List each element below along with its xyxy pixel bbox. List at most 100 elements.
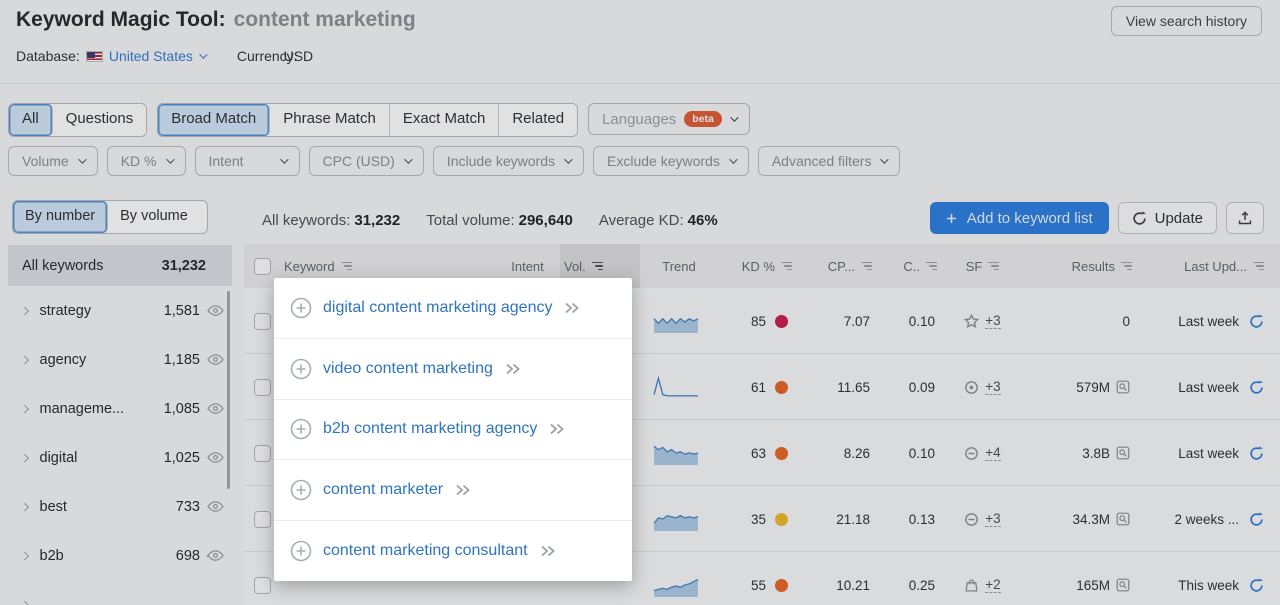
suggested-keyword-row[interactable]: digital content marketing agency — [274, 278, 632, 339]
suggested-keyword-row[interactable]: content marketer — [274, 460, 632, 522]
column-competition[interactable]: C.. — [880, 244, 945, 288]
keyword-group-list: All keywords 31,232 strategy 1,581 agenc… — [8, 245, 232, 605]
tab-broad-match[interactable]: Broad Match — [158, 104, 271, 136]
row-checkbox[interactable] — [253, 576, 271, 594]
column-cpc[interactable]: CP... — [800, 244, 880, 288]
keyword-link[interactable]: content marketer — [323, 481, 444, 499]
export-button[interactable] — [1226, 202, 1264, 234]
languages-dropdown[interactable]: Languages beta — [588, 103, 750, 135]
competition-cell: 0.10 — [908, 445, 935, 461]
refresh-icon[interactable] — [1249, 511, 1264, 527]
add-to-keyword-list-button[interactable]: Add to keyword list — [929, 202, 1109, 234]
sidebar-item-all-keywords[interactable]: All keywords 31,232 — [8, 245, 232, 286]
refresh-icon[interactable] — [1249, 577, 1264, 593]
toggle-by-volume[interactable]: By volume — [108, 201, 200, 233]
serp-icon[interactable] — [1116, 512, 1130, 526]
sf-count-link[interactable]: +3 — [985, 313, 1001, 329]
chevron-right-icon[interactable] — [20, 502, 29, 511]
keyword-link[interactable]: video content marketing — [323, 359, 493, 377]
row-checkbox[interactable] — [253, 444, 271, 462]
tab-all[interactable]: All — [9, 104, 53, 136]
eye-icon[interactable] — [207, 304, 224, 317]
row-checkbox[interactable] — [253, 378, 271, 396]
eye-icon[interactable] — [207, 353, 224, 366]
sidebar-item-best[interactable]: best 733 — [8, 482, 232, 531]
serp-icon[interactable] — [1116, 380, 1130, 394]
sidebar-sort-toggle: By number By volume — [12, 200, 208, 234]
row-checkbox[interactable] — [253, 510, 271, 528]
view-search-history-button[interactable]: View search history — [1110, 6, 1262, 36]
filter-intent[interactable]: Intent — [194, 146, 300, 176]
kd-dot — [775, 578, 788, 592]
filter-include-keywords[interactable]: Include keywords — [432, 146, 585, 176]
add-keyword-icon[interactable] — [290, 297, 312, 319]
double-chevron-icon[interactable] — [504, 362, 522, 376]
database-label: Database: — [16, 48, 80, 64]
column-results[interactable]: Results — [1020, 244, 1140, 288]
column-sf[interactable]: SF — [945, 244, 1020, 288]
sf-count-link[interactable]: +3 — [985, 379, 1001, 395]
add-keyword-icon[interactable] — [290, 358, 312, 380]
suggested-keyword-row[interactable]: video content marketing — [274, 339, 632, 400]
sidebar-item-agency[interactable]: agency 1,185 — [8, 335, 232, 384]
update-button[interactable]: Update — [1117, 202, 1217, 234]
add-keyword-icon[interactable] — [290, 540, 312, 562]
chevron-right-icon[interactable] — [20, 355, 29, 364]
double-chevron-icon[interactable] — [563, 301, 581, 315]
double-chevron-icon[interactable] — [454, 483, 472, 497]
column-trend[interactable]: Trend — [662, 258, 696, 274]
database-selector[interactable]: United States — [85, 48, 208, 64]
sidebar-item-b2b[interactable]: b2b 698 — [8, 531, 232, 580]
suggested-keyword-row[interactable]: content marketing consultant — [274, 521, 632, 581]
chevron-right-icon[interactable] — [20, 306, 29, 315]
keyword-link[interactable]: digital content marketing agency — [323, 298, 553, 316]
sidebar-item-partial[interactable] — [8, 580, 232, 605]
toggle-by-number[interactable]: By number — [13, 201, 109, 233]
eye-icon[interactable] — [200, 549, 224, 562]
filter-exclude-keywords[interactable]: Exclude keywords — [593, 146, 749, 176]
cpc-cell: 8.26 — [843, 445, 870, 461]
sidebar-item-strategy[interactable]: strategy 1,581 — [8, 286, 232, 335]
double-chevron-icon[interactable] — [539, 544, 557, 558]
serp-icon[interactable] — [1116, 578, 1130, 592]
refresh-icon[interactable] — [1249, 445, 1264, 461]
keyword-link[interactable]: b2b content marketing agency — [323, 420, 538, 438]
refresh-icon[interactable] — [1249, 379, 1264, 395]
refresh-icon[interactable] — [1249, 313, 1264, 329]
select-all-checkbox[interactable] — [253, 257, 271, 275]
chevron-right-icon[interactable] — [20, 453, 29, 462]
keyword-link[interactable]: content marketing consultant — [323, 542, 528, 560]
serp-icon[interactable] — [1116, 446, 1130, 460]
sf-count-link[interactable]: +3 — [985, 511, 1001, 527]
sf-count-link[interactable]: +4 — [985, 445, 1001, 461]
suggested-keyword-row[interactable]: b2b content marketing agency — [274, 400, 632, 461]
column-intent[interactable]: Intent — [511, 258, 544, 274]
chevron-right-icon[interactable] — [20, 551, 29, 560]
tab-questions[interactable]: Questions — [52, 104, 147, 136]
eye-icon[interactable] — [207, 500, 224, 513]
chevron-right-icon[interactable] — [20, 404, 29, 413]
row-checkbox[interactable] — [253, 312, 271, 330]
filter-volume[interactable]: Volume — [8, 146, 98, 176]
eye-icon[interactable] — [207, 451, 224, 464]
filter-cpc[interactable]: CPC (USD) — [308, 146, 424, 176]
sidebar-item-management[interactable]: manageme... 1,085 — [8, 384, 232, 433]
tab-phrase-match[interactable]: Phrase Match — [270, 104, 390, 136]
sidebar-item-digital[interactable]: digital 1,025 — [8, 433, 232, 482]
double-chevron-icon[interactable] — [548, 422, 566, 436]
sf-count-link[interactable]: +2 — [985, 577, 1001, 593]
add-keyword-icon[interactable] — [290, 418, 312, 440]
chevron-right-icon[interactable] — [20, 600, 29, 605]
tab-exact-match[interactable]: Exact Match — [389, 104, 500, 136]
add-keyword-icon[interactable] — [290, 479, 312, 501]
eye-icon[interactable] — [207, 402, 224, 415]
sidebar-scrollbar[interactable] — [227, 291, 230, 489]
column-last-updated[interactable]: Last Upd... — [1140, 244, 1280, 288]
column-keyword[interactable]: Keyword — [280, 244, 495, 288]
filter-kd[interactable]: KD % — [106, 146, 186, 176]
chevron-down-icon — [77, 155, 87, 164]
filter-advanced[interactable]: Advanced filters — [757, 146, 901, 176]
column-kd[interactable]: KD % — [718, 244, 800, 288]
tab-related[interactable]: Related — [499, 104, 578, 136]
star-icon — [964, 313, 980, 329]
